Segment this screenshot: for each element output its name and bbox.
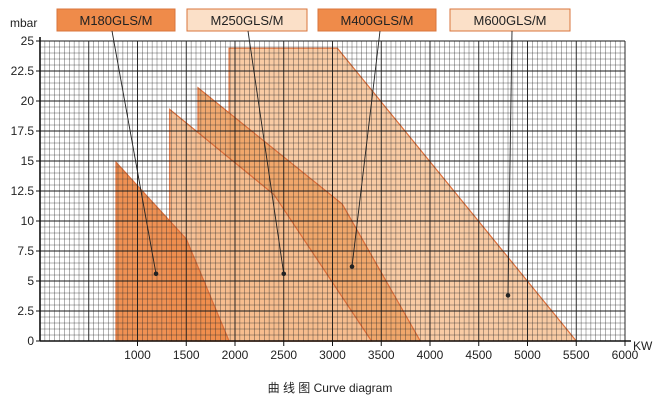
leader-line [247,30,285,274]
y-tick-label: 7.5 [17,244,34,258]
x-tick-label: 3500 [368,348,395,362]
x-tick-label: 4000 [417,348,444,362]
y-tick-label: 15 [21,154,35,168]
legend-swatch [449,8,571,32]
chart-caption: 曲 线 图 Curve diagram [267,381,393,395]
x-tick-label: 1000 [124,348,151,362]
y-tick-label: 2.5 [17,304,34,318]
series-marker [505,293,511,298]
series-marker [349,264,355,269]
y-tick-label: 22.5 [11,64,35,78]
x-tick-label: 5000 [514,348,541,362]
legend-label: M180GLS/M [80,13,153,28]
legend: M180GLS/M M250GLS/M M400GLS/M M600GLS/M [56,8,571,32]
x-tick-label: 4500 [465,348,492,362]
y-tick-label: 5 [27,274,34,288]
legend-swatch [56,8,176,32]
tick-labels: 1000 1500 2000 2500 3000 3500 4000 4500 5000 5500… [11,34,639,362]
x-axis-label: KW [633,339,653,353]
y-tick-label: 12.5 [11,184,35,198]
series-marker [153,271,159,277]
x-tick-label: 1500 [173,348,200,362]
y-tick-label: 25 [21,34,35,48]
leader-line [507,30,513,296]
y-tick-label: 20 [21,94,35,108]
chart-axes [39,37,631,342]
x-tick-label: 3000 [319,348,346,362]
y-tick-label: 0 [27,334,34,348]
legend-leader-lines [111,30,513,298]
leader-line [351,30,381,267]
x-tick-label: 2500 [270,348,297,362]
chart-grid [39,40,626,342]
legend-label: M400GLS/M [341,13,414,28]
y-axis-label: mbar [10,16,37,30]
y-tick-label: 10 [21,214,35,228]
x-tick-label: 2000 [222,348,249,362]
legend-label: M250GLS/M [211,13,284,28]
y-tick-label: 17.5 [11,124,35,138]
x-tick-label: 5500 [563,348,590,362]
leader-line [111,30,157,274]
series-marker [281,271,287,277]
legend-swatch [186,8,308,32]
legend-label: M600GLS/M [474,13,547,28]
legend-swatch [317,8,437,32]
x-tick-label: 6000 [612,348,639,362]
